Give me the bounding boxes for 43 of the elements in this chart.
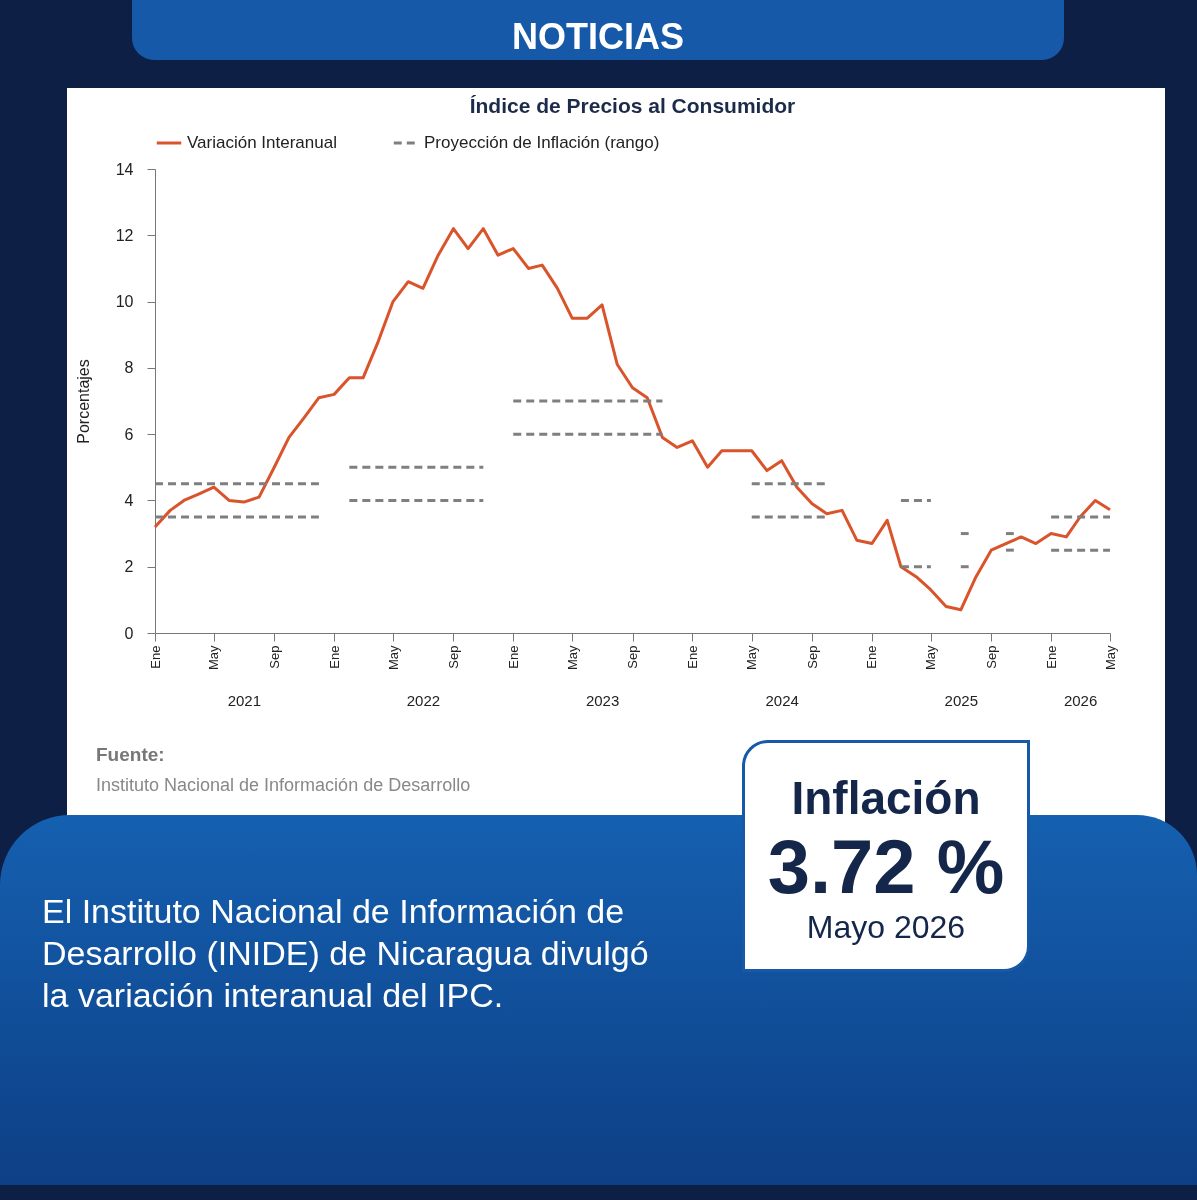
source-note: Fuente:	[96, 744, 165, 766]
x2-tick-label: 2025	[944, 691, 978, 709]
x-tick-label: May	[744, 645, 760, 671]
y-tick-label: 2	[124, 558, 134, 576]
x2-tick-label: 2023	[585, 691, 620, 709]
x2-tick-label: 2022	[406, 691, 441, 709]
x-tick-label: Sep	[804, 645, 820, 669]
x-tick-label: Ene	[505, 645, 521, 669]
y-tick-label: 12	[115, 226, 134, 244]
x-tick-label: Ene	[147, 645, 163, 669]
legend-label: Variación Interanual	[187, 133, 337, 152]
x-tick-label: Sep	[266, 645, 282, 669]
text: Instituto Nacional de Información de Desarrollo	[96, 775, 471, 796]
x-tick-label: May	[385, 645, 401, 671]
x-tick-label: Ene	[684, 645, 700, 669]
line-series	[153, 227, 1112, 612]
x-tick-label: May	[1102, 645, 1118, 671]
x-tick-label: Sep	[983, 645, 999, 669]
text: Mayo 2026	[805, 909, 967, 946]
x-tick-label: May	[206, 645, 222, 671]
y-axis-title: Porcentajes	[74, 359, 92, 444]
x-tick-label: Ene	[864, 645, 880, 669]
x-tick-label: Ene	[1043, 645, 1059, 669]
x-tick-label: Sep	[445, 645, 461, 669]
text: El Instituto Nacional de Información de Desarrollo (INIDE) de Nicaragua divulgó la variación interanual del IPC.	[42, 891, 650, 1016]
y-tick-label: 8	[124, 359, 134, 377]
y-tick-label: 10	[115, 293, 134, 311]
y-tick-label: 0	[124, 624, 134, 642]
x2-tick-label: 2024	[765, 691, 799, 709]
x-tick-label: Ene	[326, 645, 342, 669]
y-tick-label: 4	[124, 491, 134, 509]
x-tick-label: May	[923, 645, 939, 671]
chart-title: Índice de Precios al Consumidor	[469, 94, 796, 117]
legend-label: Proyección de Inflación (rango)	[424, 133, 660, 152]
text: Inflación	[790, 771, 982, 825]
y-tick-label: 6	[124, 425, 134, 443]
x-tick-label: May	[564, 645, 580, 671]
y-tick-label: 14	[115, 160, 134, 178]
x2-tick-label: 2021	[227, 691, 262, 709]
x-tick-label: Sep	[625, 645, 640, 669]
text: 3.72 %	[766, 824, 1006, 909]
text: NOTICIAS	[132, 0, 1064, 60]
x2-tick-label: 2026	[1063, 691, 1098, 709]
